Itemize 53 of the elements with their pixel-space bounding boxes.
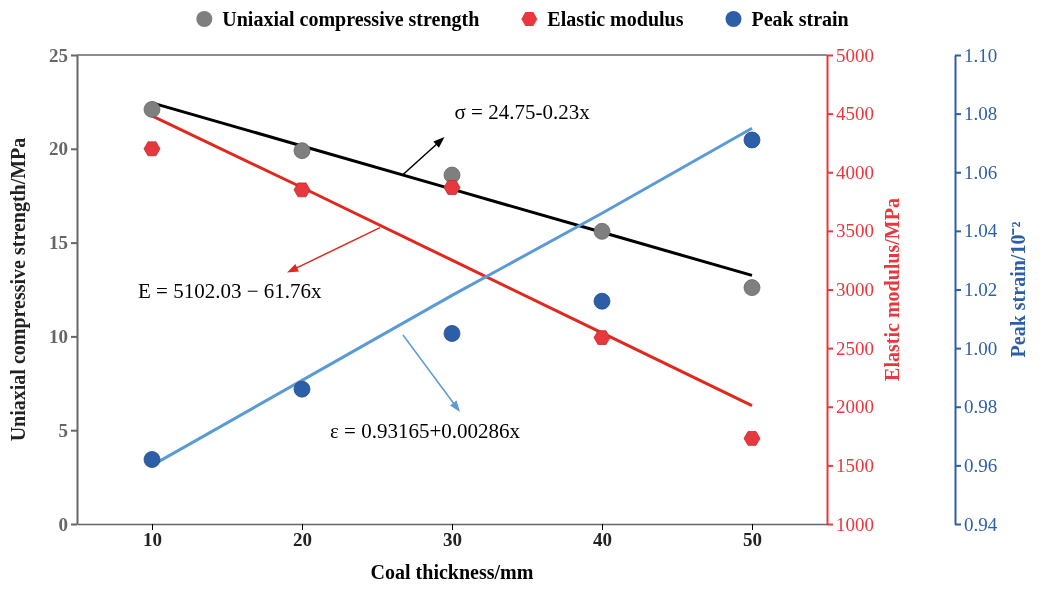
x-tick-label: 30 bbox=[443, 529, 462, 551]
point bbox=[593, 222, 611, 240]
y-tick-label: 0 bbox=[58, 513, 68, 535]
annotation: ε = 0.93165+0.00286x bbox=[330, 419, 521, 443]
y3-tick-label: 0.96 bbox=[964, 454, 998, 476]
point bbox=[593, 292, 611, 310]
point bbox=[443, 180, 461, 195]
y2-tick-label: 5000 bbox=[836, 44, 874, 66]
y3-tick-label: 1.06 bbox=[964, 161, 998, 183]
y2-tick-label: 3000 bbox=[836, 279, 874, 301]
y-axis-title: Uniaxial compressive strength/MPa bbox=[7, 137, 30, 442]
y2-tick-label: 3500 bbox=[836, 220, 874, 242]
y2-tick-label: 2500 bbox=[836, 337, 874, 359]
point bbox=[443, 325, 461, 342]
x-tick-label: 40 bbox=[593, 529, 612, 551]
y2-axis-title: Elastic modulus/MPa bbox=[881, 198, 903, 381]
y3-axis-title: Peak strain/10⁻² bbox=[1007, 221, 1029, 358]
y-tick-label: 25 bbox=[49, 44, 68, 66]
point bbox=[743, 131, 761, 149]
point bbox=[593, 330, 611, 345]
y-tick-label: 20 bbox=[49, 138, 68, 160]
point bbox=[293, 182, 311, 198]
point bbox=[293, 142, 311, 160]
legend-label: Peak strain bbox=[751, 8, 849, 30]
point bbox=[143, 451, 161, 468]
y3-tick-label: 1.10 bbox=[964, 44, 998, 66]
point bbox=[143, 141, 161, 157]
y-tick-label: 10 bbox=[49, 325, 68, 347]
point bbox=[743, 431, 761, 446]
point bbox=[143, 101, 161, 118]
y3-tick-label: 0.94 bbox=[964, 513, 998, 535]
y-tick-label: 15 bbox=[49, 232, 68, 254]
y3-tick-label: 1.00 bbox=[964, 337, 998, 359]
y3-tick-label: 0.98 bbox=[964, 396, 998, 418]
annotation: σ = 24.75-0.23x bbox=[454, 100, 591, 125]
y3-tick-label: 1.08 bbox=[964, 103, 998, 125]
x-axis-title: Coal thickness/mm bbox=[370, 561, 534, 583]
annotation: E = 5102.03 − 61.76x bbox=[138, 278, 323, 303]
point bbox=[743, 279, 761, 297]
y2-tick-label: 4000 bbox=[836, 161, 874, 183]
x-tick-label: 10 bbox=[143, 529, 162, 551]
y-tick-label: 5 bbox=[58, 419, 68, 441]
legend-label: Elastic modulus bbox=[547, 8, 684, 30]
x-tick-label: 50 bbox=[743, 529, 762, 551]
y2-tick-label: 2000 bbox=[836, 396, 874, 418]
y3-tick-label: 1.04 bbox=[964, 220, 998, 242]
y2-tick-label: 4500 bbox=[836, 103, 874, 125]
y2-tick-label: 1500 bbox=[836, 454, 874, 476]
point bbox=[293, 380, 311, 398]
y3-tick-label: 1.02 bbox=[964, 279, 998, 301]
x-tick-label: 20 bbox=[293, 529, 312, 551]
y2-tick-label: 1000 bbox=[836, 513, 874, 535]
legend-label: Uniaxial compressive strength bbox=[222, 8, 480, 31]
